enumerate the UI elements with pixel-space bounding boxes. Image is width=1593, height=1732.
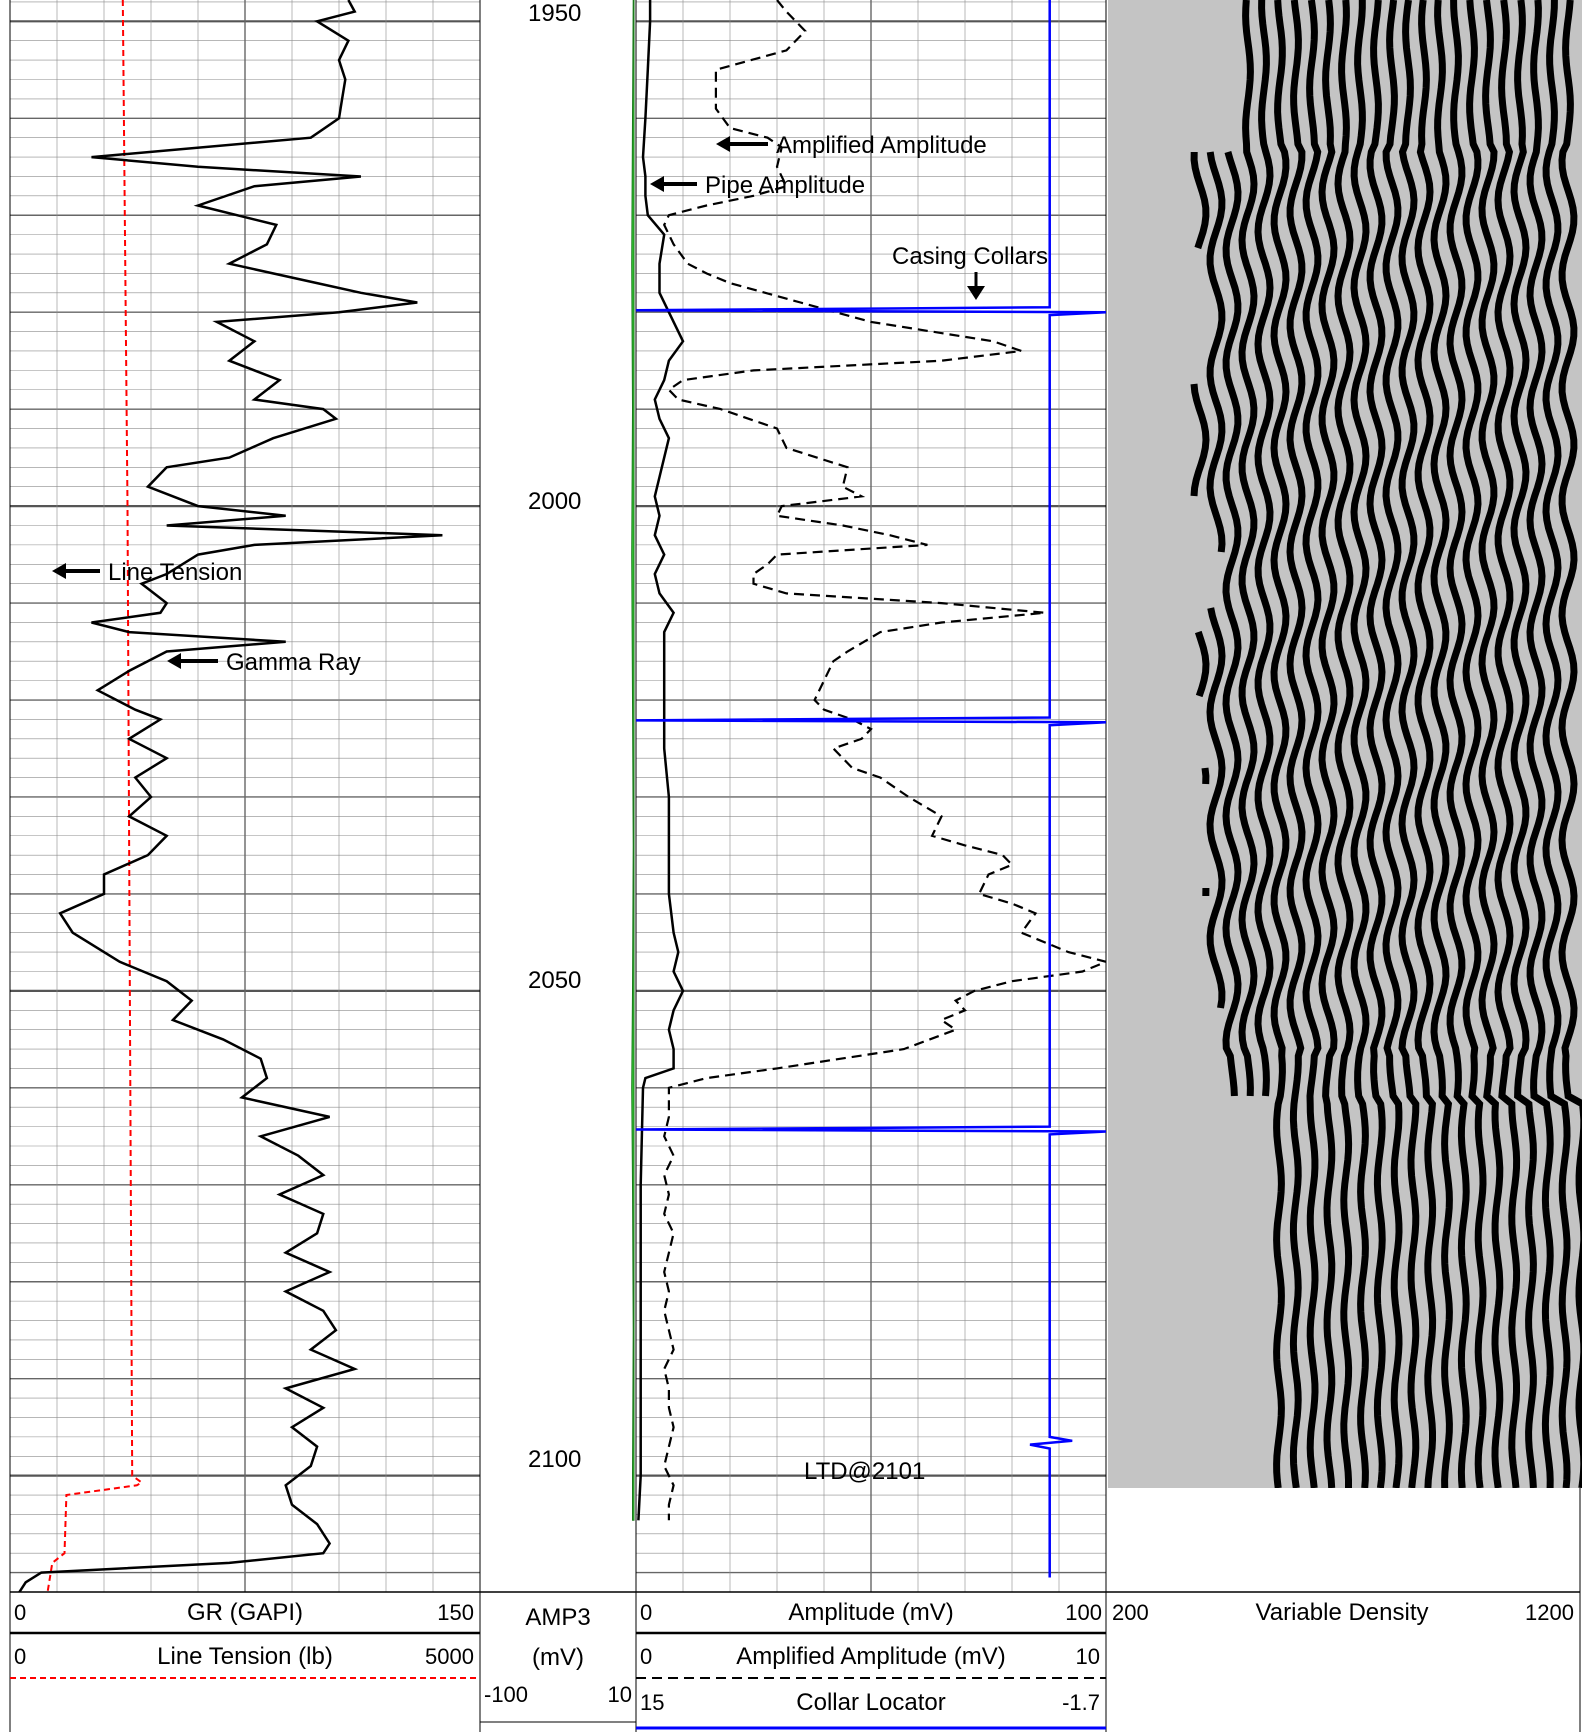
variable-density-image	[1108, 0, 1582, 1488]
vdl-stripe	[1478, 0, 1504, 1488]
collar-min: 15	[640, 1690, 664, 1715]
amplified-min: 0	[640, 1644, 652, 1669]
vdl-stripe	[1238, 0, 1258, 1097]
amp3-min: -100	[484, 1682, 528, 1707]
gr-min: 0	[14, 1600, 26, 1625]
depth-label: 2000	[528, 488, 581, 515]
vdl-stripe	[1446, 0, 1470, 1488]
track2-grid	[636, 0, 1106, 1593]
gr-label: GR (GAPI)	[187, 1599, 303, 1626]
vdl-stripe	[1201, 767, 1210, 785]
vdl-stripe	[1382, 0, 1403, 1488]
collar-locator-curve	[636, 0, 1106, 1578]
vdl-max: 1200	[1525, 1600, 1574, 1625]
vdl-stripe	[1414, 0, 1437, 1488]
variable-density-header: 200 Variable Density 1200	[1112, 1599, 1574, 1626]
vdl-stripe	[1334, 0, 1354, 1488]
tension-max: 5000	[425, 1644, 474, 1669]
vdl-stripe	[1558, 0, 1582, 1488]
vdl-min: 200	[1112, 1600, 1149, 1625]
track1-grid	[10, 0, 480, 1593]
amplified-amplitude-annotation-text: Amplified Amplitude	[776, 132, 987, 159]
amplified-amplitude-annotation: Amplified Amplitude	[716, 132, 987, 159]
collar-locator-header: 15 Collar Locator -1.7	[640, 1689, 1100, 1716]
annotations: Line Tension Gamma Ray Amplified Amplitu…	[52, 132, 1048, 1485]
vdl-stripe	[1302, 0, 1322, 1488]
vdl-stripe	[1350, 0, 1370, 1488]
line-tension-header: 0 Line Tension (lb) 5000	[14, 1643, 474, 1670]
amplitude-header: 0 Amplitude (mV) 100	[640, 1599, 1102, 1626]
amplified-label: Amplified Amplitude (mV)	[736, 1643, 1005, 1670]
vdl-stripe	[1526, 0, 1554, 1488]
amp3-header: AMP3 (mV) -100 10	[484, 1604, 632, 1707]
amplitude-max: 100	[1065, 1600, 1102, 1625]
track-borders	[9, 0, 1581, 1732]
vdl-stripe	[1190, 383, 1210, 497]
vdl-stripe	[1494, 0, 1521, 1488]
casing-collars-annotation: Casing Collars	[892, 243, 1048, 300]
vdl-label: Variable Density	[1256, 1599, 1429, 1626]
vdl-stripe	[1318, 0, 1338, 1488]
depth-label: 2100	[528, 1446, 581, 1473]
vdl-stripe	[1206, 607, 1226, 1009]
vdl-stripe	[1542, 0, 1571, 1488]
depth-label: 1950	[528, 0, 581, 27]
amp3-fill	[631, 0, 635, 1521]
log-header: 0 GR (GAPI) 150 0 Line Tension (lb) 5000…	[10, 1591, 1580, 1730]
amplified-amplitude-curve	[662, 0, 1106, 1521]
vdl-stripe	[1194, 630, 1210, 698]
collar-label: Collar Locator	[796, 1689, 945, 1716]
depth-track: 1950 2000 2050 2100	[528, 0, 581, 1473]
tension-label: Line Tension (lb)	[157, 1643, 333, 1670]
ltd-annotation: LTD@2101	[804, 1458, 925, 1485]
line-tension-curve	[46, 0, 144, 1592]
vdl-stripe	[1398, 0, 1420, 1488]
amp3-label: AMP3	[525, 1604, 590, 1631]
vdl-stripe	[1430, 0, 1453, 1488]
gamma-ray-annotation: Gamma Ray	[167, 649, 361, 676]
amp3-track	[631, 0, 635, 1521]
tension-min: 0	[14, 1644, 26, 1669]
gamma-ray-annotation-text: Gamma Ray	[226, 649, 361, 676]
gr-max: 150	[437, 1600, 474, 1625]
vdl-stripe	[1510, 0, 1537, 1488]
gr-header: 0 GR (GAPI) 150	[14, 1599, 474, 1626]
amp3-max: 10	[608, 1682, 632, 1707]
depth-label: 2050	[528, 967, 581, 994]
vdl-stripe	[1190, 151, 1210, 250]
collar-max: -1.7	[1062, 1690, 1100, 1715]
line-tension-annotation: Line Tension	[52, 559, 242, 586]
vdl-stripe	[1462, 0, 1487, 1488]
pipe-amplitude-annotation: Pipe Amplitude	[650, 172, 865, 199]
amplified-amplitude-header: 0 Amplified Amplitude (mV) 10	[640, 1643, 1100, 1670]
amplitude-min: 0	[640, 1600, 652, 1625]
pipe-amplitude-curve	[637, 0, 685, 1521]
vdl-stripe	[1366, 0, 1386, 1488]
amp3-unit: (mV)	[532, 1644, 584, 1671]
vdl-stripe	[1222, 151, 1242, 1097]
vdl-stripe	[1286, 0, 1306, 1488]
vdl-stripe	[1206, 151, 1226, 553]
vdl-stripe	[1270, 0, 1290, 1488]
casing-collars-annotation-text: Casing Collars	[892, 243, 1048, 270]
gamma-ray-curve	[18, 0, 443, 1592]
pipe-amplitude-annotation-text: Pipe Amplitude	[705, 172, 865, 199]
amplified-max: 10	[1076, 1644, 1100, 1669]
vdl-stripe	[1254, 0, 1274, 1097]
line-tension-annotation-text: Line Tension	[108, 559, 242, 586]
amplitude-label: Amplitude (mV)	[788, 1599, 953, 1626]
